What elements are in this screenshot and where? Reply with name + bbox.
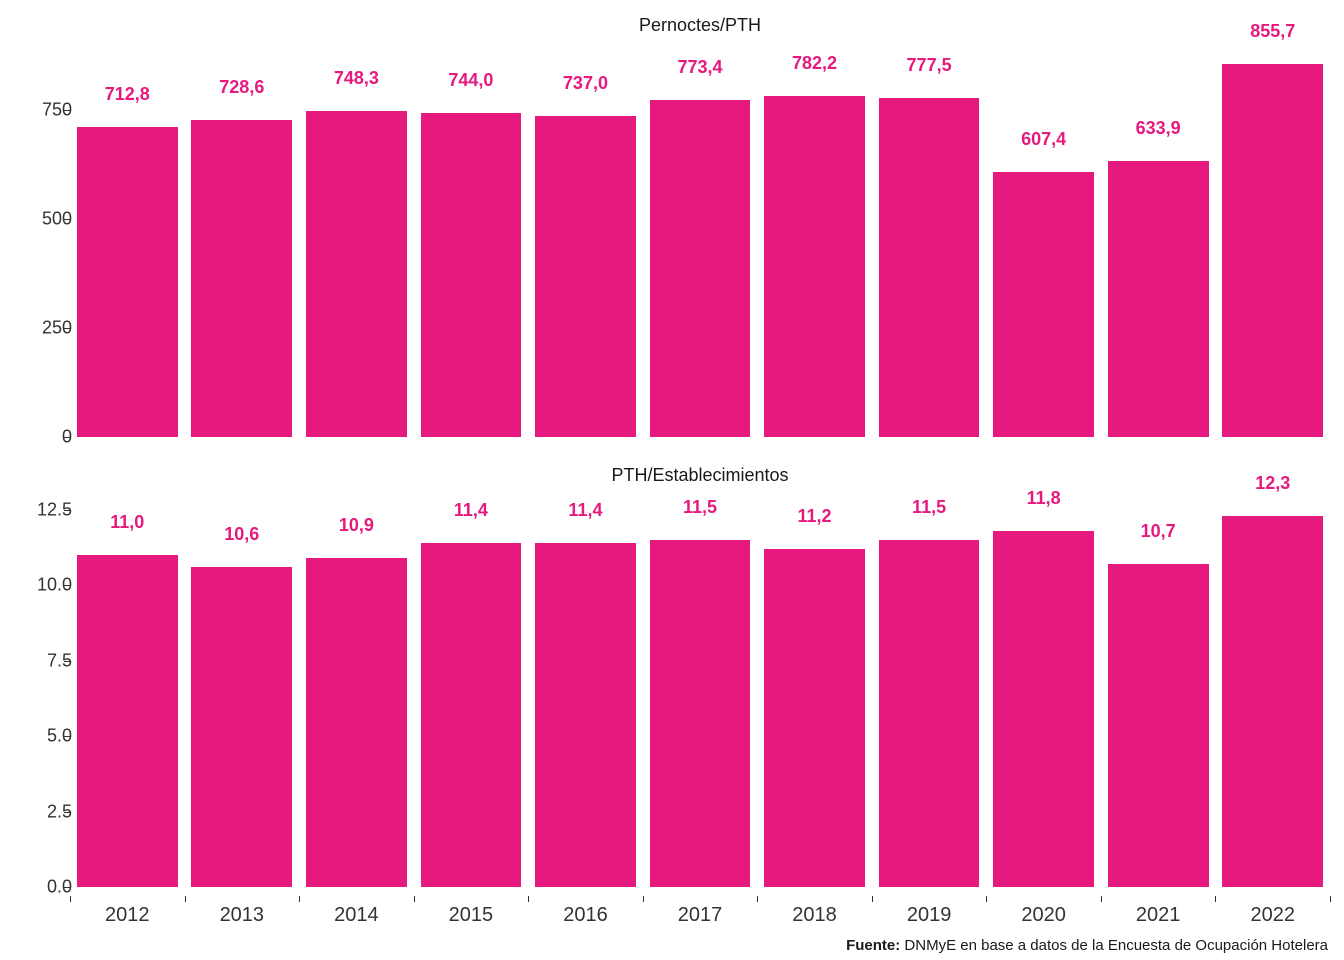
bar-value-label: 855,7	[1213, 21, 1333, 42]
x-tick-mark	[414, 896, 415, 902]
y-tick-mark	[64, 110, 70, 111]
x-tick-label: 2012	[67, 904, 187, 927]
y-tick-mark	[64, 437, 70, 438]
x-tick-label: 2019	[869, 904, 989, 927]
y-tick-mark	[64, 585, 70, 586]
bar-value-label: 11,5	[640, 497, 760, 518]
x-tick-label: 2015	[411, 904, 531, 927]
bar-value-label: 11,2	[755, 506, 875, 527]
bar-value-label: 11,4	[525, 500, 645, 521]
bar	[1108, 161, 1209, 437]
x-tick-label: 2020	[984, 904, 1104, 927]
x-tick-label: 2014	[296, 904, 416, 927]
bar-value-label: 782,2	[755, 53, 875, 74]
bar-value-label: 11,8	[984, 488, 1104, 509]
bar-value-label: 11,4	[411, 500, 531, 521]
y-tick-mark	[64, 328, 70, 329]
bar	[535, 116, 636, 437]
bar-value-label: 737,0	[525, 73, 645, 94]
source-prefix: Fuente:	[846, 937, 900, 954]
x-tick-label: 2018	[755, 904, 875, 927]
plot-area-top: 712,8728,6748,3744,0737,0773,4782,2777,5…	[70, 45, 1330, 437]
bar	[191, 120, 292, 437]
source-text: DNMyE en base a datos de la Encuesta de …	[900, 937, 1328, 954]
panel-pernoctes: Pernoctes/PTH 712,8728,6748,3744,0737,07…	[70, 15, 1330, 445]
y-tick-mark	[64, 812, 70, 813]
plot-area-bottom: 11,010,610,911,411,411,511,211,511,810,7…	[70, 495, 1330, 887]
bar	[306, 111, 407, 437]
x-tick-label: 2022	[1213, 904, 1333, 927]
x-tick-label: 2013	[182, 904, 302, 927]
bar	[993, 172, 1094, 437]
figure: Pernoctes/PTH 712,8728,6748,3744,0737,07…	[0, 0, 1344, 960]
panel-title-top: Pernoctes/PTH	[70, 15, 1330, 36]
bar-value-label: 10,7	[1098, 521, 1218, 542]
bar	[421, 543, 522, 887]
bar	[1222, 516, 1323, 887]
bar-value-label: 777,5	[869, 55, 989, 76]
x-tick-mark	[757, 896, 758, 902]
bar	[421, 113, 522, 437]
bar	[306, 558, 407, 887]
bar-value-label: 10,9	[296, 515, 416, 536]
x-tick-mark	[643, 896, 644, 902]
bar	[650, 100, 751, 437]
x-tick-mark	[185, 896, 186, 902]
x-tick-label: 2021	[1098, 904, 1218, 927]
bar	[535, 543, 636, 887]
bar	[764, 549, 865, 887]
y-tick-mark	[64, 661, 70, 662]
panel-title-bottom: PTH/Establecimientos	[70, 465, 1330, 486]
bar	[77, 555, 178, 887]
bar-value-label: 11,5	[869, 497, 989, 518]
bar-value-label: 728,6	[182, 77, 302, 98]
x-tick-mark	[1215, 896, 1216, 902]
source-caption: Fuente: DNMyE en base a datos de la Encu…	[846, 937, 1328, 954]
bar	[764, 96, 865, 437]
bar-value-label: 712,8	[67, 84, 187, 105]
x-tick-mark	[528, 896, 529, 902]
panel-establecimientos: PTH/Establecimientos 11,010,610,911,411,…	[70, 465, 1330, 895]
y-tick-mark	[64, 736, 70, 737]
y-tick-mark	[64, 887, 70, 888]
bar	[1108, 564, 1209, 887]
bar	[191, 567, 292, 887]
bar-value-label: 633,9	[1098, 118, 1218, 139]
y-tick-mark	[64, 219, 70, 220]
x-tick-mark	[299, 896, 300, 902]
bar-value-label: 10,6	[182, 524, 302, 545]
bar	[77, 127, 178, 437]
bar	[650, 540, 751, 887]
bar	[879, 540, 980, 887]
bar-value-label: 773,4	[640, 57, 760, 78]
x-tick-mark	[872, 896, 873, 902]
bar-value-label: 607,4	[984, 129, 1104, 150]
bar	[1222, 64, 1323, 437]
x-tick-mark	[1101, 896, 1102, 902]
bar-value-label: 748,3	[296, 68, 416, 89]
bar-value-label: 744,0	[411, 70, 531, 91]
bar-value-label: 11,0	[67, 512, 187, 533]
x-tick-mark	[986, 896, 987, 902]
x-tick-label: 2016	[525, 904, 645, 927]
bar-value-label: 12,3	[1213, 473, 1333, 494]
bar	[993, 531, 1094, 887]
y-tick-mark	[64, 510, 70, 511]
x-tick-label: 2017	[640, 904, 760, 927]
x-tick-mark	[1330, 896, 1331, 902]
bar	[879, 98, 980, 437]
x-axis: 2012201320142015201620172018201920202021…	[70, 900, 1330, 930]
